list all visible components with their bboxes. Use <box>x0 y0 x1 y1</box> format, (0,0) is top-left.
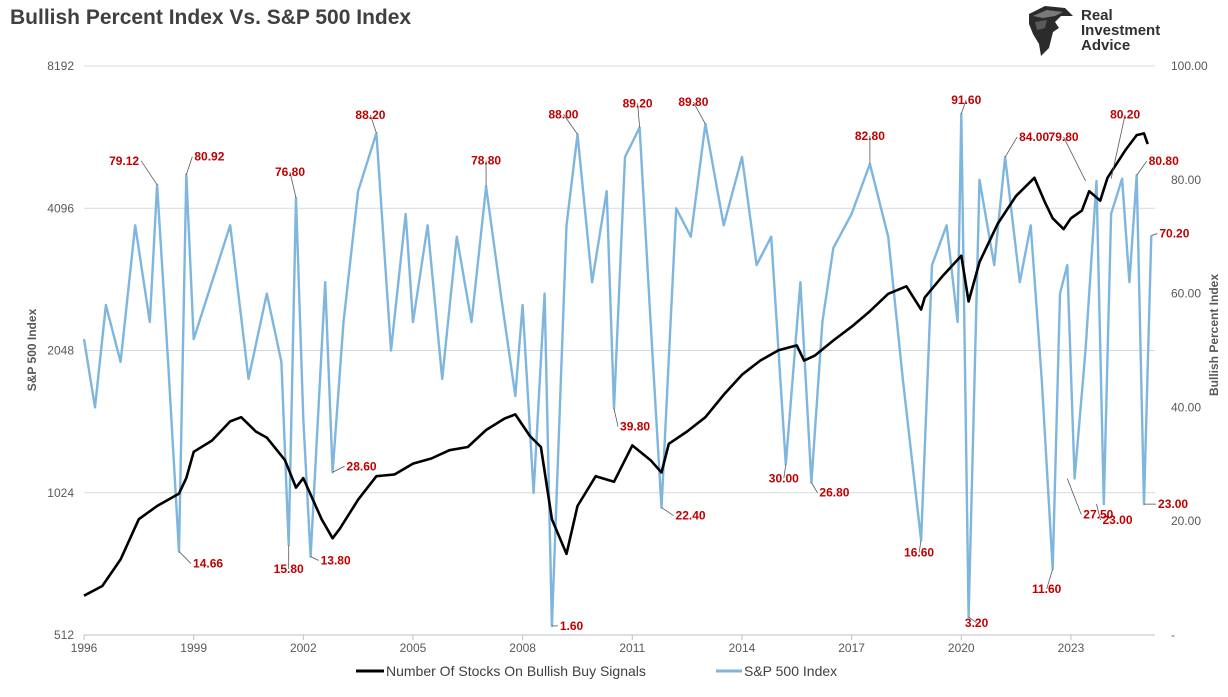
x-tick-label: 2017 <box>838 641 865 655</box>
x-tick-label: 2014 <box>729 641 756 655</box>
annotation-label: 80.92 <box>194 150 224 164</box>
annotation-leader <box>1096 504 1101 521</box>
right-tick-label: - <box>1171 628 1175 642</box>
annotation-leader <box>960 99 967 114</box>
right-tick-label: 100.00 <box>1171 59 1208 73</box>
chart-title: Bullish Percent Index Vs. S&P 500 Index <box>10 6 412 29</box>
annotation-label: 14.66 <box>193 557 223 571</box>
series-line-stocks <box>83 132 1149 597</box>
series-line-sp500 <box>82 112 1153 628</box>
annotations: 79.12 80.92 14.66 76.80 15.80 13.80 28.60 88.20… <box>109 93 1190 633</box>
annotation-leader <box>1110 114 1126 179</box>
annotation-label: 22.40 <box>676 509 706 523</box>
annotation-label: 88.20 <box>355 108 385 122</box>
x-tick-label: 2005 <box>400 641 427 655</box>
x-tick-label: 1999 <box>180 641 207 655</box>
x-tick-label: 2008 <box>509 641 536 655</box>
annotation-leader <box>613 408 619 427</box>
annotation-leader <box>968 616 977 624</box>
annotation-leader <box>661 507 674 516</box>
annotation-leader <box>1063 136 1086 182</box>
logo: Real Investment Advice <box>1025 4 1225 60</box>
annotation-label: 89.80 <box>678 95 708 109</box>
annotation-label: 80.80 <box>1149 154 1179 168</box>
right-tick-label: 60.00 <box>1171 287 1201 301</box>
annotation-label: 88.00 <box>548 107 578 121</box>
right-tick-label: 40.00 <box>1171 400 1201 414</box>
annotation-leader <box>370 115 377 134</box>
annotation-leader <box>185 156 193 175</box>
x-tick-label: 2020 <box>948 641 975 655</box>
annotation-leader <box>1066 478 1082 515</box>
annotation-leader <box>140 160 158 186</box>
annotation-label: 28.60 <box>347 459 377 473</box>
legend: Number Of Stocks On Bullish Buy Signals … <box>356 663 837 679</box>
annotation-label: 15.80 <box>274 562 304 576</box>
annotation-label: 78.80 <box>471 154 501 168</box>
left-axis-title: S&P 500 Index <box>25 308 39 391</box>
annotation-label: 16.60 <box>904 546 934 560</box>
annotation-label: 27.50 <box>1083 508 1113 522</box>
left-tick-label: 8192 <box>47 59 74 73</box>
annotation-label: 39.80 <box>620 420 650 434</box>
annotation-label: 11.60 <box>1032 582 1062 596</box>
legend-label-stocks: Number Of Stocks On Bullish Buy Signals <box>386 663 646 679</box>
right-tick-label: 80.00 <box>1171 173 1201 187</box>
annotation-leader <box>637 103 641 128</box>
annotation-leader <box>811 482 818 493</box>
logo-line-3: Advice <box>1081 37 1131 54</box>
logo-line-2: Investment <box>1081 22 1161 39</box>
annotation-label: 13.80 <box>321 553 351 567</box>
annotation-label: 89.20 <box>623 96 653 110</box>
annotation-label: 26.80 <box>819 486 849 500</box>
x-tick-label: 1996 <box>71 641 98 655</box>
annotation-label: 79.80 <box>1049 130 1079 144</box>
annotation-leader <box>1004 136 1018 158</box>
annotation-leader <box>693 101 706 125</box>
annotation-label: 82.80 <box>855 129 885 143</box>
annotation-leader <box>783 464 787 479</box>
annotation-label: 84.00 <box>1019 130 1049 144</box>
legend-label-sp500: S&P 500 Index <box>744 663 837 679</box>
logo-text: Real Investment Advice <box>1081 8 1160 53</box>
annotation-label: 79.12 <box>109 154 139 168</box>
x-tick-label: 2002 <box>290 641 317 655</box>
annotation-label: 70.20 <box>1159 227 1189 241</box>
annotation-leader <box>1151 233 1158 236</box>
right-axis-ticks: - 20.00 40.00 60.00 80.00 100.00 <box>1171 59 1208 642</box>
x-tick-label: 2023 <box>1058 641 1085 655</box>
annotation-leader <box>1136 161 1148 176</box>
right-axis-title: Bullish Percent Index <box>1207 274 1221 396</box>
left-tick-label: 512 <box>54 628 74 642</box>
annotation-label: 23.00 <box>1103 513 1133 527</box>
x-tick-label: 2011 <box>619 641 645 655</box>
annotation-leader <box>178 551 192 564</box>
left-tick-label: 2048 <box>47 344 74 358</box>
left-tick-label: 1024 <box>47 486 74 500</box>
annotation-label: 3.20 <box>965 616 989 630</box>
annotation-leader <box>310 556 319 561</box>
annotation-label: 23.00 <box>1158 497 1188 511</box>
eagle-head-icon <box>1029 6 1073 56</box>
annotation-label: 80.20 <box>1110 108 1140 122</box>
annotation-label: 91.60 <box>951 93 981 107</box>
annotation-leader <box>918 540 922 553</box>
annotation-leader <box>332 465 345 473</box>
annotation-label: 30.00 <box>769 471 799 485</box>
annotation-leader <box>289 171 297 199</box>
annotation-leader <box>563 114 578 135</box>
left-tick-label: 4096 <box>47 201 74 215</box>
left-axis-ticks: 512 1024 2048 4096 8192 <box>47 59 74 642</box>
right-tick-label: 20.00 <box>1171 514 1201 528</box>
logo-line-1: Real <box>1081 7 1113 24</box>
x-axis-ticks: 1996 1999 2002 2005 2008 2011 2014 2017 2020 2023 <box>71 635 1085 655</box>
annotation-label: 76.80 <box>275 165 305 179</box>
annotation-leader <box>1046 568 1054 590</box>
series-layer <box>82 112 1153 628</box>
annotation-label: 1.60 <box>560 619 584 633</box>
